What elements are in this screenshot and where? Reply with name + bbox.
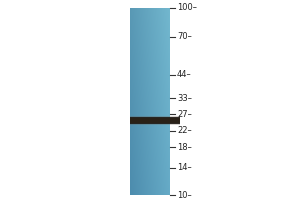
Bar	[130, 116, 180, 125]
Text: 44–: 44–	[177, 70, 192, 79]
Text: 70–: 70–	[177, 32, 192, 41]
Text: 100–: 100–	[177, 3, 197, 12]
Text: 27–: 27–	[177, 110, 192, 119]
Bar	[130, 117, 180, 124]
Text: 22–: 22–	[177, 126, 192, 135]
Bar	[130, 118, 180, 123]
Text: 14–: 14–	[177, 163, 192, 172]
Bar	[130, 117, 180, 124]
Text: 10–: 10–	[177, 190, 192, 200]
Text: 18–: 18–	[177, 143, 192, 152]
Text: 33–: 33–	[177, 94, 192, 103]
